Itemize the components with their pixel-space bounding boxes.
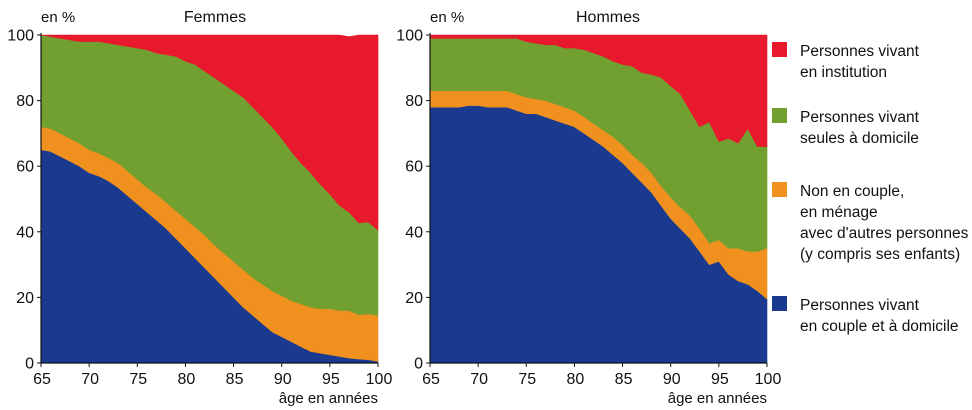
x-tick-label: 90 bbox=[663, 371, 681, 388]
x-tick-label: 85 bbox=[226, 371, 244, 388]
y-unit-label: en % bbox=[430, 9, 464, 26]
y-tick-label: 40 bbox=[16, 224, 34, 241]
x-tick-label: 90 bbox=[274, 371, 292, 388]
y-tick-label: 20 bbox=[16, 290, 34, 307]
x-tick-label: 80 bbox=[178, 371, 196, 388]
x-tick-label: 80 bbox=[567, 371, 585, 388]
legend-swatch-non-couple bbox=[772, 182, 787, 197]
x-tick-label: 75 bbox=[518, 371, 536, 388]
chart-panel-hommes: 0 20 40 60 80 100 65 70 75 80 85 90 95 100 en % Hommes â… bbox=[396, 9, 781, 407]
chart-panel-femmes: 0 20 40 60 80 100 65 70 75 80 85 90 95 100 en % Femmes â… bbox=[7, 9, 392, 407]
x-tick-label: 65 bbox=[422, 371, 440, 388]
y-tick-label: 100 bbox=[396, 28, 423, 45]
legend-swatch-institution bbox=[772, 42, 787, 57]
x-tick-label: 100 bbox=[366, 371, 393, 388]
y-tick-label: 60 bbox=[405, 159, 423, 176]
y-tick-label: 40 bbox=[405, 224, 423, 241]
x-tick-label: 65 bbox=[33, 371, 51, 388]
x-axis-label: âge en années bbox=[668, 390, 767, 407]
y-tick-label: 80 bbox=[405, 93, 423, 110]
y-tick-label: 80 bbox=[16, 93, 34, 110]
x-tick-label: 70 bbox=[81, 371, 99, 388]
y-tick-label: 0 bbox=[25, 356, 34, 373]
x-axis-label: âge en années bbox=[279, 390, 378, 407]
area-series-3 bbox=[429, 34, 768, 147]
x-tick-label: 95 bbox=[711, 371, 729, 388]
x-tick-label: 100 bbox=[755, 371, 782, 388]
y-tick-label: 60 bbox=[16, 159, 34, 176]
y-tick-label: 0 bbox=[414, 356, 423, 373]
area-series-3 bbox=[40, 34, 379, 231]
legend-swatch-couple bbox=[772, 296, 787, 311]
panel-title: Femmes bbox=[184, 9, 246, 26]
x-tick-label: 95 bbox=[322, 371, 340, 388]
y-tick-label: 20 bbox=[405, 290, 423, 307]
legend-label-institution: Personnes vivant en institution bbox=[800, 43, 919, 81]
x-tick-label: 85 bbox=[615, 371, 633, 388]
x-tick-label: 75 bbox=[129, 371, 147, 388]
x-tick-label: 70 bbox=[470, 371, 488, 388]
legend-label-non-couple: Non en couple, en ménage avec d'autres p… bbox=[800, 183, 969, 263]
y-unit-label: en % bbox=[41, 9, 75, 26]
panel-title: Hommes bbox=[576, 9, 640, 26]
legend-swatch-seules bbox=[772, 108, 787, 123]
legend-label-couple: Personnes vivant en couple et à domicile bbox=[800, 297, 959, 335]
y-tick-label: 100 bbox=[7, 28, 34, 45]
legend-label-seules: Personnes vivant seules à domicile bbox=[800, 109, 919, 147]
